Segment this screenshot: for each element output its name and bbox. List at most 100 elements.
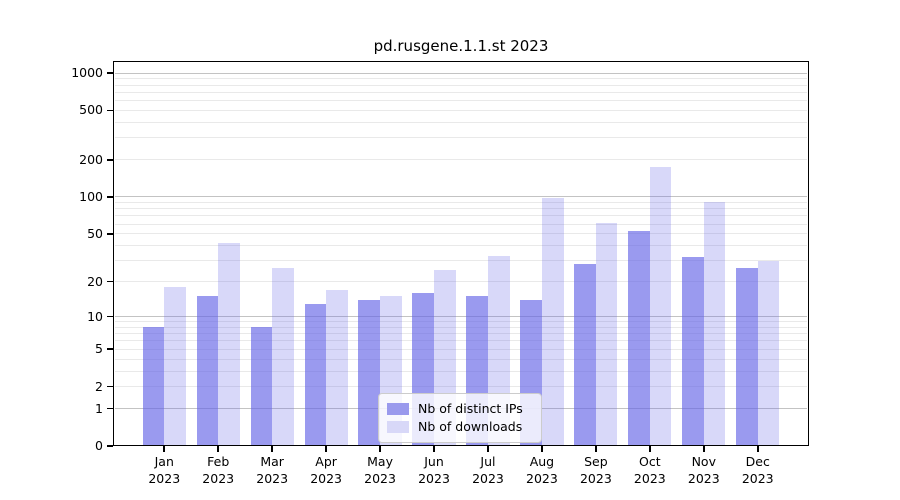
minor-gridline: [115, 321, 807, 323]
x-tick-label-aug: Aug 2023: [526, 454, 558, 486]
y-tick-label: 1: [95, 400, 103, 416]
bar-nb-of-distinct-ips-mar: [250, 327, 273, 446]
x-tick-mark: [541, 446, 543, 452]
x-tick-mark: [487, 446, 489, 452]
y-tick-label: 1000: [71, 65, 103, 81]
y-tick-mark: [107, 315, 113, 318]
minor-gridline: [115, 358, 807, 360]
y-tick-mark: [107, 385, 113, 388]
y-tick-mark: [107, 109, 113, 112]
y-tick-label: 100: [79, 188, 103, 204]
y-tick-mark: [107, 158, 113, 161]
minor-gridline: [115, 245, 807, 247]
minor-gridline: [115, 223, 807, 225]
minor-gridline: [115, 201, 807, 203]
minor-gridline: [115, 159, 807, 161]
x-tick-mark: [433, 446, 435, 452]
legend: Nb of distinct IPs Nb of downloads: [378, 393, 542, 443]
x-tick-mark: [217, 446, 219, 452]
minor-gridline: [115, 281, 807, 283]
bar-nb-of-downloads-nov: [703, 201, 726, 446]
y-tick-mark: [107, 445, 113, 447]
x-tick-mark: [271, 446, 273, 452]
chart-title: pd.rusgene.1.1.st 2023: [373, 37, 549, 55]
bar-nb-of-downloads-jan: [164, 287, 186, 446]
legend-row-distinct-ips: Nb of distinct IPs: [387, 400, 533, 417]
y-tick-label: 20: [87, 273, 103, 289]
legend-swatch-downloads: [387, 420, 409, 433]
minor-gridline: [115, 78, 807, 80]
bar-nb-of-downloads-aug: [541, 198, 564, 446]
bar-nb-of-distinct-ips-dec: [736, 268, 758, 446]
x-tick-label-may: May 2023: [364, 454, 396, 486]
minor-gridline: [115, 109, 807, 111]
minor-gridline: [115, 215, 807, 217]
minor-gridline: [115, 326, 807, 328]
y-tick-mark: [107, 72, 113, 74]
minor-gridline: [115, 386, 807, 388]
x-tick-mark: [325, 446, 327, 452]
y-tick-label: 50: [87, 225, 103, 241]
y-tick-label: 200: [79, 151, 103, 167]
legend-label-distinct-ips: Nb of distinct IPs: [418, 401, 523, 416]
minor-gridline: [115, 121, 807, 123]
y-tick-mark: [107, 348, 113, 351]
bar-nb-of-downloads-feb: [218, 242, 240, 446]
x-tick-label-mar: Mar 2023: [256, 454, 289, 486]
x-tick-label-sep: Sep 2023: [579, 454, 612, 486]
legend-row-downloads: Nb of downloads: [387, 418, 533, 435]
x-tick-mark: [702, 446, 705, 452]
bar-nb-of-distinct-ips-may: [358, 299, 381, 446]
x-tick-label-nov: Nov 2023: [687, 454, 720, 486]
y-tick-label: 0: [95, 438, 103, 453]
minor-gridline: [115, 137, 807, 139]
minor-gridline: [115, 333, 807, 335]
minor-gridline: [115, 91, 807, 93]
major-gridline: [115, 196, 807, 198]
major-gridline: [115, 316, 807, 318]
minor-gridline: [115, 233, 807, 235]
x-tick-label-feb: Feb 2023: [202, 454, 235, 486]
bar-nb-of-distinct-ips-sep: [574, 264, 596, 446]
bar-nb-of-distinct-ips-jan: [142, 327, 165, 446]
y-tick-mark: [107, 232, 113, 235]
y-tick-label: 500: [79, 102, 103, 118]
major-gridline: [115, 72, 807, 74]
y-tick-mark: [107, 196, 113, 198]
x-tick-label-jun: Jun 2023: [418, 454, 450, 486]
legend-swatch-distinct-ips: [387, 402, 409, 415]
bar-nb-of-downloads-oct: [649, 166, 672, 446]
bar-nb-of-distinct-ips-feb: [196, 296, 219, 446]
x-tick-mark: [756, 446, 759, 452]
x-tick-mark: [163, 446, 166, 452]
bar-nb-of-downloads-sep: [595, 223, 618, 446]
bar-nb-of-downloads-apr: [326, 289, 348, 446]
y-tick-mark: [107, 407, 113, 410]
y-tick-mark: [107, 280, 113, 283]
bar-nb-of-distinct-ips-nov: [682, 257, 704, 446]
minor-gridline: [115, 260, 807, 262]
x-tick-label-dec: Dec 2023: [741, 454, 774, 486]
y-tick-label: 10: [87, 308, 103, 324]
x-tick-label-jul: Jul 2023: [472, 454, 504, 486]
minor-gridline: [115, 370, 807, 372]
x-tick-label-apr: Apr 2023: [310, 454, 343, 486]
minor-gridline: [115, 348, 807, 350]
bar-nb-of-downloads-mar: [272, 268, 294, 446]
x-tick-mark: [649, 446, 651, 452]
minor-gridline: [115, 84, 807, 86]
bar-nb-of-distinct-ips-apr: [304, 303, 327, 446]
x-tick-mark: [595, 446, 597, 452]
y-tick-label: 2: [95, 378, 103, 394]
x-tick-label-oct: Oct 2023: [633, 454, 666, 486]
minor-gridline: [115, 340, 807, 342]
bar-nb-of-distinct-ips-oct: [628, 230, 650, 446]
y-tick-label: 5: [95, 341, 103, 357]
bar-nb-of-downloads-dec: [757, 260, 780, 446]
x-tick-mark: [379, 446, 381, 452]
legend-label-downloads: Nb of downloads: [418, 419, 523, 434]
minor-gridline: [115, 208, 807, 210]
minor-gridline: [115, 100, 807, 102]
x-tick-label-jan: Jan 2023: [148, 454, 181, 486]
